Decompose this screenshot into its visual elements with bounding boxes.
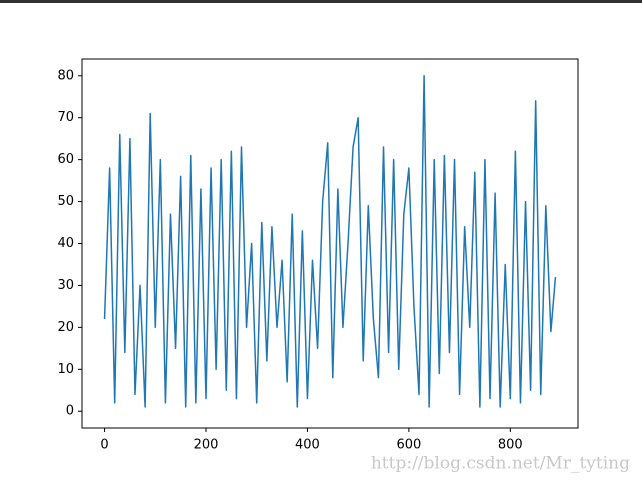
x-tick-label: 600 [396,438,421,453]
y-tick-label: 30 [57,278,74,293]
y-tick-label: 40 [57,236,74,251]
watermark: http://blog.csdn.net/Mr_tyting [371,454,630,474]
y-tick-label: 20 [57,320,74,335]
x-tick-label: 800 [498,438,523,453]
y-tick-label: 70 [57,110,74,125]
y-tick-label: 10 [57,362,74,377]
y-tick-label: 80 [57,68,74,83]
window-edge [0,0,642,3]
x-tick-label: 200 [194,438,219,453]
y-tick-label: 50 [57,194,74,209]
x-tick-label: 0 [100,438,108,453]
data-line [103,75,557,408]
x-tick-label: 400 [295,438,320,453]
y-tick-label: 60 [57,152,74,167]
y-tick-label: 0 [66,404,74,419]
